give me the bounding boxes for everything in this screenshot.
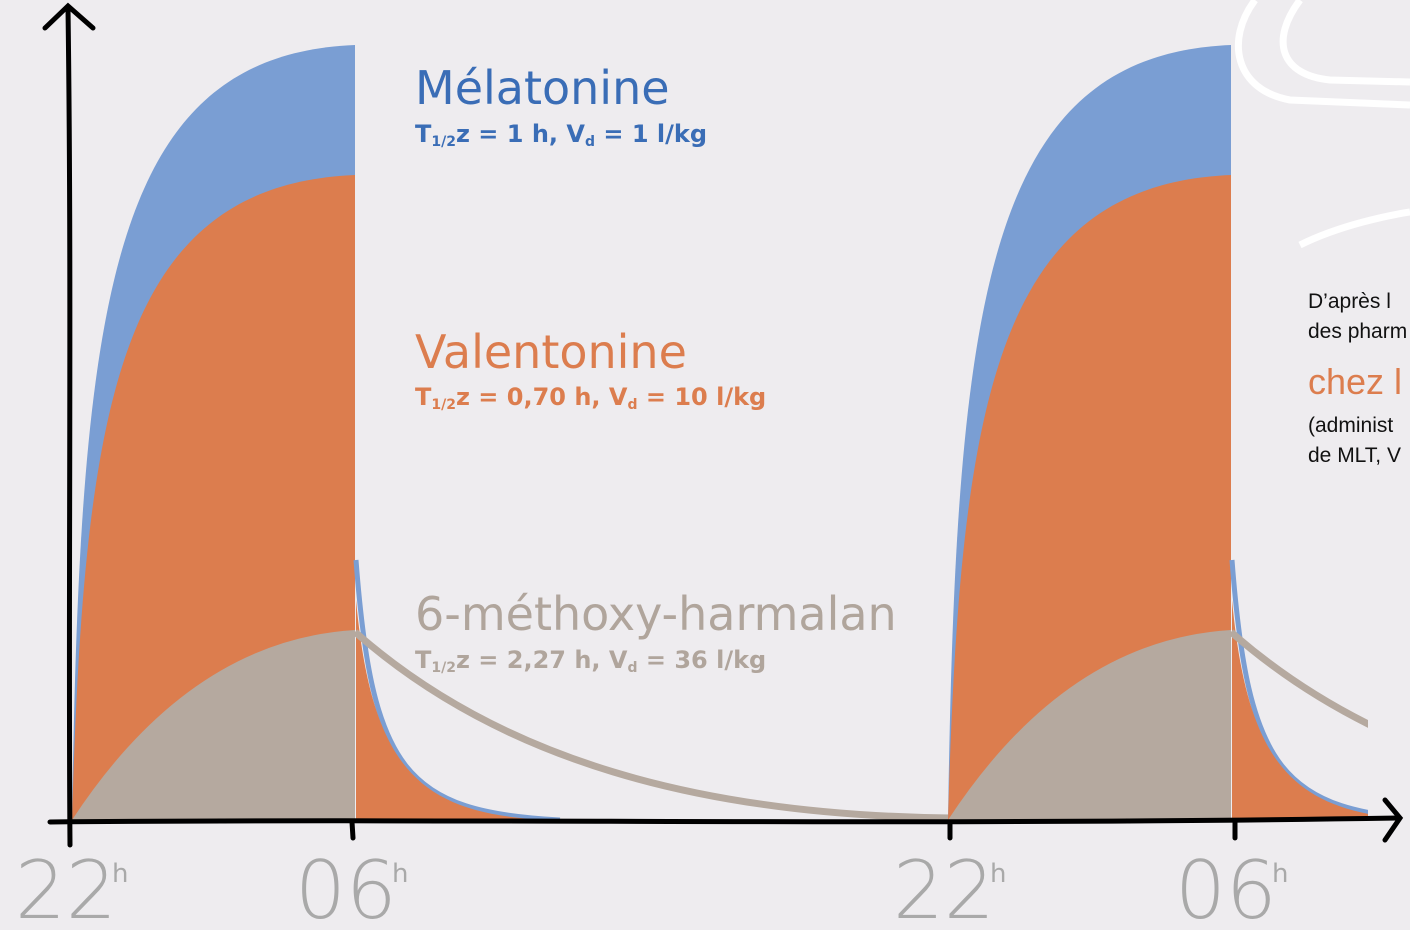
y-arrow [42, 2, 96, 31]
note-line: D’après l [1308, 290, 1391, 313]
x-axis [47, 815, 1401, 825]
y-axis [65, 5, 73, 848]
harmalan-area [72, 630, 355, 820]
sub: 1/2 [431, 397, 456, 413]
curve-cycle [72, 45, 951, 823]
note-line: des pharm [1308, 320, 1407, 343]
x-label: 06 [1175, 844, 1277, 930]
note-line: (administ [1308, 414, 1393, 437]
note-line: de MLT, V [1308, 444, 1401, 467]
t: = 1 l/kg [595, 120, 707, 148]
axes [42, 2, 1404, 848]
t: T [415, 120, 432, 148]
sub: d [585, 134, 595, 150]
t: = 10 l/kg [638, 383, 767, 411]
label-harmalan: 6-méthoxy-harmalan T1/2z = 2,27 h, Vd = … [415, 587, 897, 676]
side-note: D’après l des pharm chez l (administ de … [1308, 290, 1407, 467]
compound-name: Valentonine [415, 325, 687, 379]
x-label-unit: h [1272, 859, 1288, 889]
x-labels: 22 h 06 h 22 h 06 h [15, 844, 1288, 930]
x-label-unit: h [990, 859, 1006, 889]
t: T [415, 646, 432, 674]
compound-param: T1/2z = 0,70 h, Vd = 10 l/kg [415, 383, 766, 413]
x-ticks [349, 819, 1238, 841]
label-valentonine: Valentonine T1/2z = 0,70 h, Vd = 10 l/kg [415, 325, 766, 413]
t: z = 1 h, V [456, 120, 585, 148]
x-label-unit: h [112, 859, 128, 889]
decoration [1234, 0, 1410, 249]
t: = 36 l/kg [638, 646, 767, 674]
x-label-unit: h [392, 859, 408, 889]
x-label: 06 [295, 844, 397, 930]
compound-param: T1/2z = 1 h, Vd = 1 l/kg [415, 120, 707, 150]
sub: d [627, 660, 637, 676]
x-label: 22 [893, 844, 995, 930]
sub: 1/2 [431, 134, 456, 150]
compound-name: Mélatonine [415, 61, 670, 115]
label-melatonine: Mélatonine T1/2z = 1 h, Vd = 1 l/kg [415, 61, 707, 150]
sub: 1/2 [431, 660, 456, 676]
t: z = 2,27 h, V [456, 646, 628, 674]
compound-name: 6-méthoxy-harmalan [415, 587, 897, 641]
t: z = 0,70 h, V [456, 383, 628, 411]
sub: d [627, 397, 637, 413]
x-label: 22 [15, 844, 117, 930]
compound-param: T1/2z = 2,27 h, Vd = 36 l/kg [415, 646, 766, 676]
t: T [415, 383, 432, 411]
valentonine-decay [356, 600, 550, 820]
harmalan-decay [352, 629, 951, 822]
note-highlight: chez l [1308, 361, 1402, 402]
x-arrow [1382, 797, 1404, 843]
